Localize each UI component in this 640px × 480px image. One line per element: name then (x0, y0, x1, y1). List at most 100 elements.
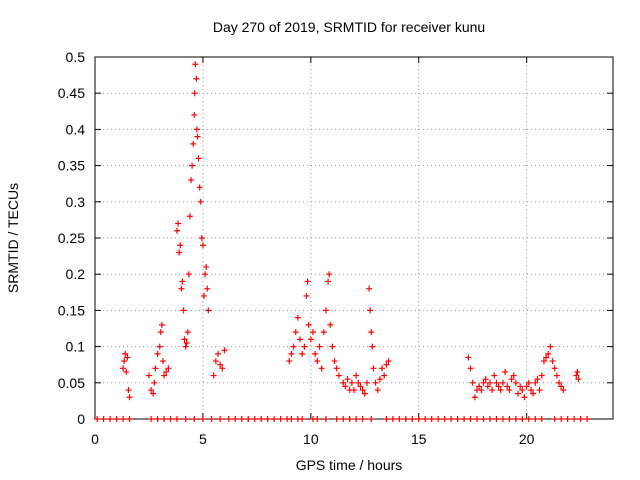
data-point (482, 376, 489, 383)
data-point (176, 249, 183, 256)
data-point (521, 394, 528, 401)
data-point (359, 387, 366, 394)
data-point (402, 416, 409, 422)
data-point (551, 365, 558, 372)
data-point (309, 329, 316, 336)
data-point (204, 285, 211, 292)
data-point (474, 416, 481, 422)
data-point (305, 321, 312, 328)
data-point (556, 379, 563, 386)
y-tick-label: 0.45 (58, 85, 85, 101)
data-point (303, 292, 310, 299)
data-point (333, 416, 340, 422)
data-point (212, 358, 219, 365)
data-point (574, 368, 581, 375)
tick-labels: 0 0.05 0.1 0.15 0.2 0.25 0.3 0.35 0.4 0.45 0.5 0 5 10… (58, 49, 535, 447)
data-point (202, 271, 209, 278)
data-point (277, 416, 284, 422)
data-point (196, 184, 203, 191)
data-point (210, 372, 217, 379)
data-point (177, 242, 184, 249)
data-point (469, 379, 476, 386)
y-tick-label: 0.5 (66, 49, 86, 65)
data-point (368, 329, 375, 336)
data-point (512, 379, 519, 386)
data-point (179, 278, 186, 285)
data-point (161, 416, 168, 422)
data-point (489, 387, 496, 394)
data-point (219, 365, 226, 372)
data-point (264, 416, 271, 422)
data-point (184, 329, 191, 336)
data-point (357, 383, 364, 390)
data-point (314, 416, 321, 422)
data-point (288, 350, 295, 357)
data-point (366, 285, 373, 292)
y-tick-label: 0.35 (58, 158, 85, 174)
data-point (217, 416, 224, 422)
data-point (124, 354, 131, 361)
y-tick-label: 0.05 (58, 375, 85, 391)
data-point (348, 379, 355, 386)
data-point (175, 220, 182, 227)
data-point (499, 379, 506, 386)
data-point (333, 365, 340, 372)
data-point (383, 416, 390, 422)
data-point (534, 376, 541, 383)
data-point (428, 416, 435, 422)
data-point (355, 379, 362, 386)
data-point (156, 343, 163, 350)
data-point (178, 285, 185, 292)
data-point (359, 416, 366, 422)
data-point (182, 343, 189, 350)
data-point (517, 383, 524, 390)
data-point (113, 416, 120, 422)
data-point (318, 365, 325, 372)
data-point (484, 383, 491, 390)
data-point (532, 416, 539, 422)
data-point (497, 387, 504, 394)
data-point (200, 292, 207, 299)
data-point (122, 350, 129, 357)
data-point (301, 343, 308, 350)
data-point (258, 416, 265, 422)
data-point (435, 416, 442, 422)
data-point (344, 376, 351, 383)
data-point (467, 416, 474, 422)
data-point (161, 372, 168, 379)
data-point (151, 379, 158, 386)
data-point (361, 390, 368, 397)
y-tick-label: 0.3 (66, 194, 86, 210)
data-point (409, 416, 416, 422)
data-point (480, 416, 487, 422)
y-axis-label: SRMTID / TECUs (5, 183, 21, 293)
data-point (125, 387, 132, 394)
x-tick-label: 5 (199, 431, 207, 447)
data-point (94, 416, 101, 422)
data-point (536, 387, 543, 394)
data-point (471, 394, 478, 401)
data-point (515, 390, 522, 397)
y-tick-label: 0.25 (58, 230, 85, 246)
data-point (174, 416, 181, 422)
data-point (299, 350, 306, 357)
data-point (199, 242, 206, 249)
data-point (314, 358, 321, 365)
data-point (304, 278, 311, 285)
data-point (167, 416, 174, 422)
data-point (560, 387, 567, 394)
data-point (525, 416, 532, 422)
data-point (478, 387, 485, 394)
x-tick-label: 0 (91, 431, 99, 447)
data-point (461, 416, 468, 422)
data-point (183, 339, 190, 346)
data-point (158, 321, 165, 328)
y-tick-label: 0.15 (58, 302, 85, 318)
data-point (577, 416, 584, 422)
data-point (584, 416, 591, 422)
data-point (331, 358, 338, 365)
data-point (454, 416, 461, 422)
data-point (297, 336, 304, 343)
data-point (549, 358, 556, 365)
data-point (208, 416, 215, 422)
